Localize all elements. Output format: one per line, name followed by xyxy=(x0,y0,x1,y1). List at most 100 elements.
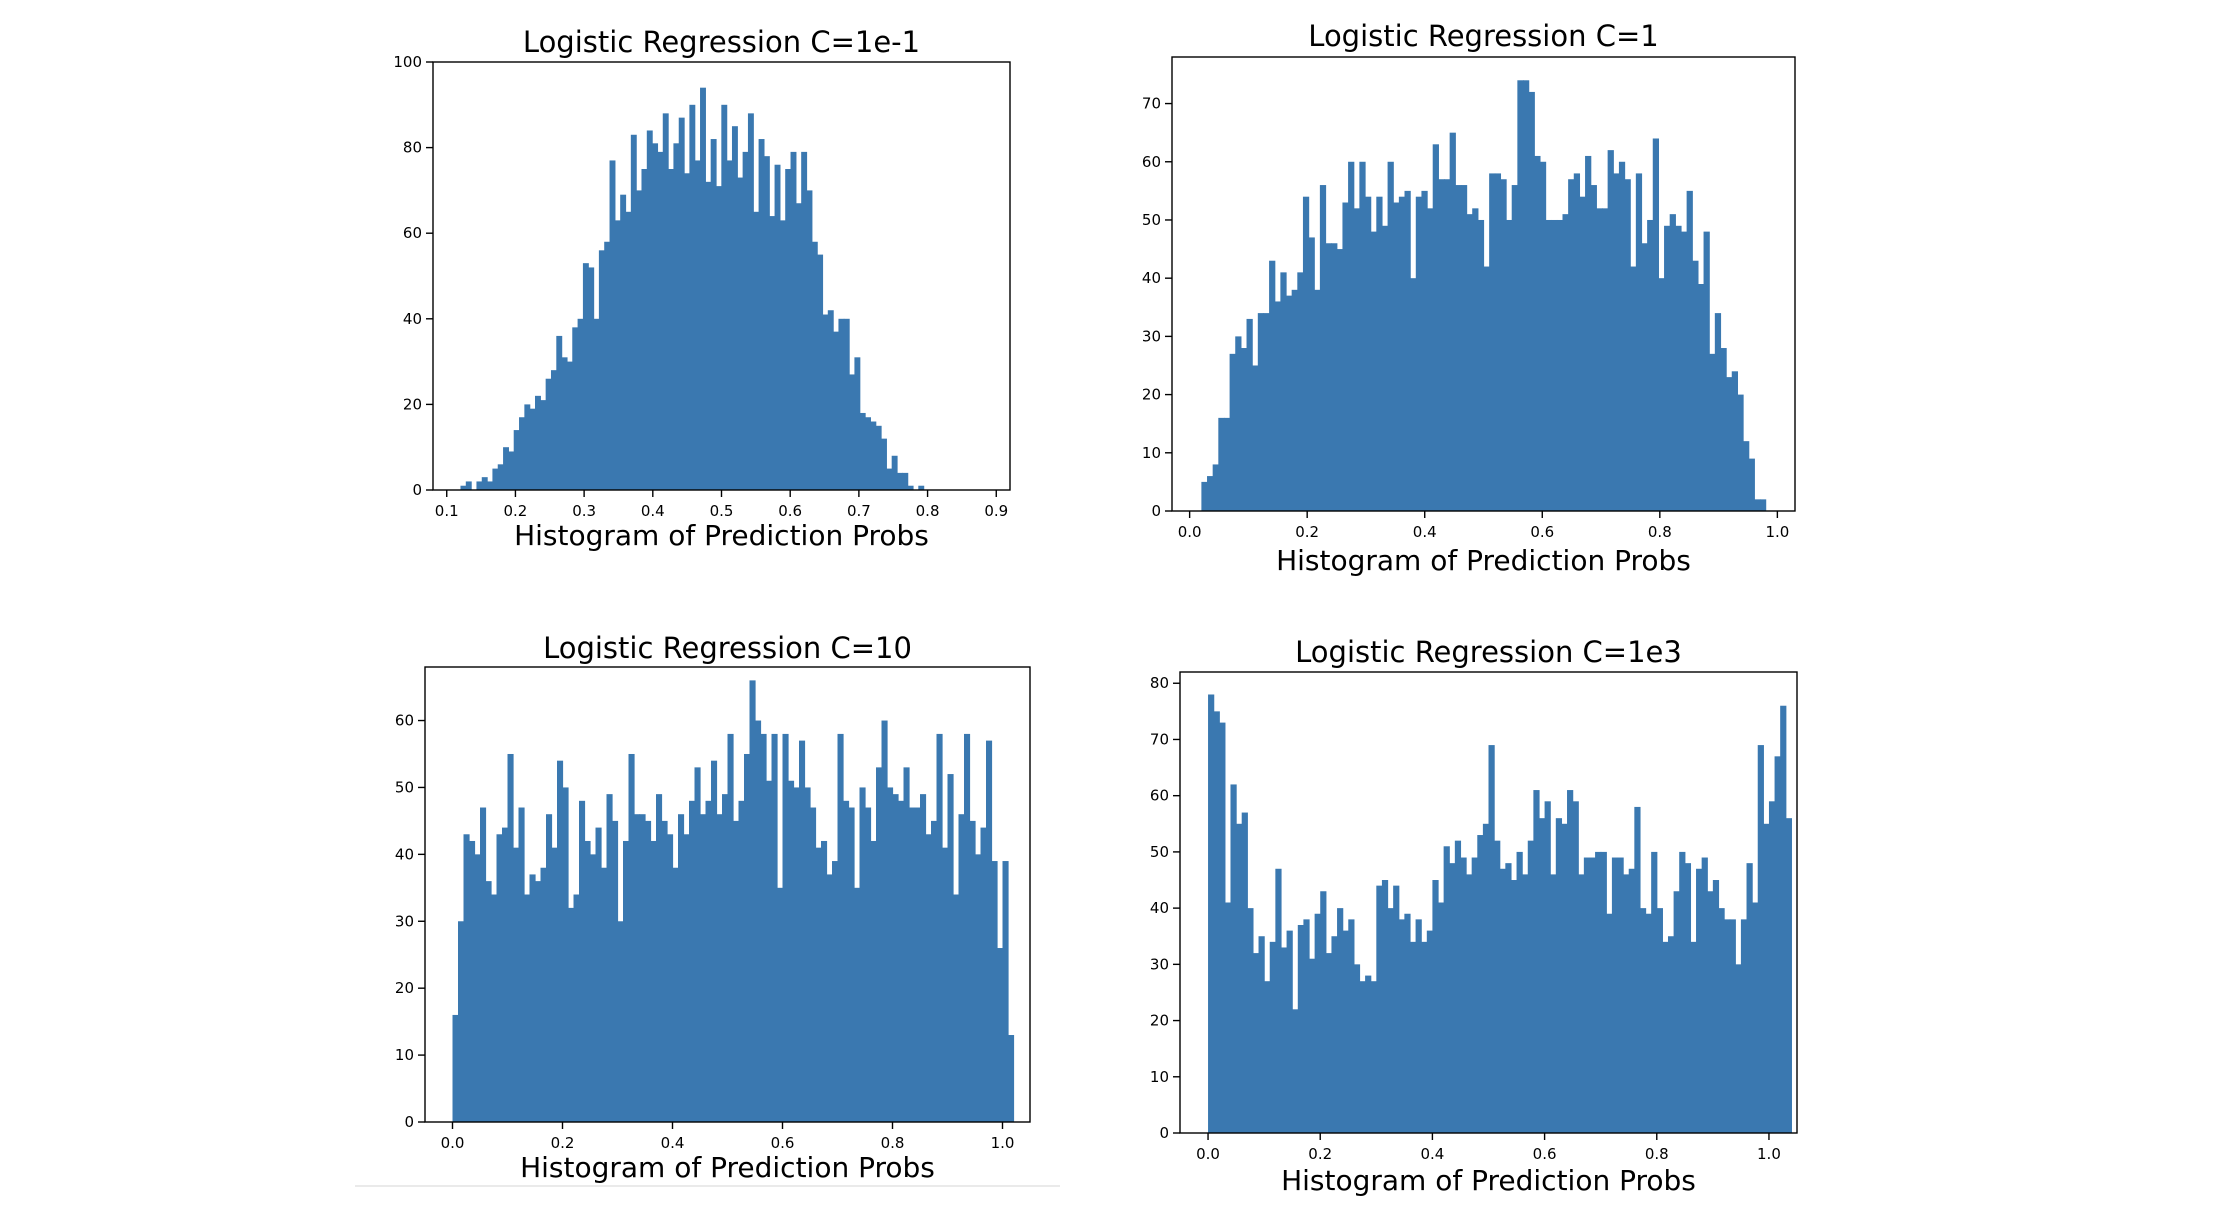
histogram-bar xyxy=(700,814,707,1122)
histogram-bar xyxy=(747,113,754,491)
histogram-bar xyxy=(936,733,943,1122)
histogram-bar xyxy=(1679,851,1686,1133)
histogram-bar xyxy=(1320,891,1327,1133)
histogram-bar xyxy=(1613,173,1620,512)
y-tick-label: 100 xyxy=(393,53,422,71)
y-tick-label: 60 xyxy=(1150,787,1169,805)
histogram-bar xyxy=(801,151,808,490)
y-tick-label: 20 xyxy=(395,979,414,997)
histogram-bar xyxy=(1353,964,1361,1133)
histogram-bar xyxy=(1510,880,1518,1133)
histogram-bar xyxy=(673,143,680,490)
histogram-bar xyxy=(1398,919,1405,1133)
x-axis-label: Histogram of Prediction Probs xyxy=(520,1151,935,1184)
x-axis-label: Histogram of Prediction Probs xyxy=(1281,1164,1696,1197)
histogram-bar xyxy=(1404,190,1411,511)
histogram-bar xyxy=(710,139,717,491)
y-tick-label: 70 xyxy=(1150,730,1169,748)
y-tick-label: 10 xyxy=(1142,444,1161,462)
histogram-bar xyxy=(1757,745,1764,1133)
y-tick-label: 30 xyxy=(1150,955,1169,973)
histogram-bar xyxy=(487,481,494,490)
histogram-bar xyxy=(584,840,591,1122)
x-tick-label: 0.0 xyxy=(1196,1145,1220,1163)
y-tick-label: 30 xyxy=(1142,327,1161,345)
histogram-bar xyxy=(1342,930,1349,1133)
histogram-bar xyxy=(1274,301,1281,511)
histogram-bar xyxy=(1337,908,1344,1133)
histogram-bar xyxy=(991,861,998,1122)
histogram-bar xyxy=(1229,353,1236,511)
histogram-bar xyxy=(513,430,520,490)
chart-title: Logistic Regression C=1e3 xyxy=(1295,635,1682,669)
histogram-bar xyxy=(1443,846,1450,1133)
histogram-bar xyxy=(1606,913,1613,1133)
x-axis-label: Histogram of Prediction Probs xyxy=(1276,544,1691,577)
histogram-bar xyxy=(1247,908,1254,1133)
histogram-bar xyxy=(1477,835,1484,1133)
histogram-bar xyxy=(1201,481,1208,511)
histogram-bar xyxy=(1466,874,1473,1133)
y-tick-label: 40 xyxy=(1150,899,1169,917)
histogram-bar xyxy=(1651,851,1658,1133)
histogram-bar xyxy=(1258,936,1265,1133)
y-tick-label: 40 xyxy=(403,310,422,328)
x-tick-label: 1.0 xyxy=(1765,523,1789,541)
histogram-bar xyxy=(668,169,675,490)
histogram-bar xyxy=(1348,919,1355,1133)
histogram-bar xyxy=(865,807,872,1122)
histogram-bar xyxy=(535,881,542,1122)
histogram-bar xyxy=(1669,214,1676,511)
histogram-bar xyxy=(1740,919,1748,1133)
histogram-bar xyxy=(854,887,861,1122)
x-tick-label: 1.0 xyxy=(991,1134,1015,1152)
histogram-bar xyxy=(1748,458,1755,511)
histogram-bar xyxy=(496,834,503,1122)
histogram-bar xyxy=(1522,80,1530,511)
histogram-bar xyxy=(1550,874,1557,1133)
histogram-bar xyxy=(614,220,621,491)
histogram-bar xyxy=(1252,953,1260,1133)
histogram-bar xyxy=(1658,278,1665,511)
histogram-bar xyxy=(562,787,569,1122)
histogram-bar xyxy=(1555,818,1563,1133)
histogram-bar xyxy=(678,814,685,1122)
y-tick-label: 10 xyxy=(395,1046,414,1064)
histogram-bar xyxy=(1309,958,1316,1133)
histogram-bar xyxy=(854,357,861,490)
histogram-bar xyxy=(1297,924,1304,1133)
histogram-bar xyxy=(731,126,738,490)
histogram-bar xyxy=(1449,863,1456,1133)
histogram-bar xyxy=(1516,851,1523,1133)
histogram-bar xyxy=(1219,722,1226,1133)
x-tick-label: 0.4 xyxy=(1413,523,1437,541)
histogram-bar xyxy=(1393,885,1400,1133)
histogram-bar xyxy=(742,151,749,490)
histogram-bar xyxy=(1780,705,1787,1133)
histogram-bar xyxy=(573,894,580,1122)
histogram-bar xyxy=(1489,173,1496,512)
histogram-bar xyxy=(909,807,916,1122)
histogram-bar xyxy=(826,874,833,1122)
histogram-bar xyxy=(1630,266,1637,511)
y-tick-label: 20 xyxy=(403,395,422,413)
histogram-bar xyxy=(646,130,653,491)
histogram-bar xyxy=(652,143,659,490)
histogram-bar xyxy=(1568,179,1575,511)
y-tick-label: 50 xyxy=(1150,843,1169,861)
x-tick-label: 0.3 xyxy=(572,502,596,520)
x-tick-label: 0.6 xyxy=(1533,1145,1557,1163)
histogram-bar xyxy=(672,867,679,1122)
histogram-bar xyxy=(1690,941,1697,1133)
histogram-bar xyxy=(492,468,499,490)
histogram-bar xyxy=(838,318,845,490)
histogram-bar xyxy=(689,800,696,1122)
histogram-bar xyxy=(1585,155,1592,511)
histogram-bar xyxy=(529,408,536,490)
histogram-bar xyxy=(529,874,536,1122)
y-tick-label: 20 xyxy=(1142,386,1161,404)
y-tick-label: 20 xyxy=(1150,1012,1169,1030)
histogram-bar xyxy=(1286,930,1293,1133)
histogram-bar xyxy=(546,814,553,1122)
histogram-bar xyxy=(875,425,882,490)
